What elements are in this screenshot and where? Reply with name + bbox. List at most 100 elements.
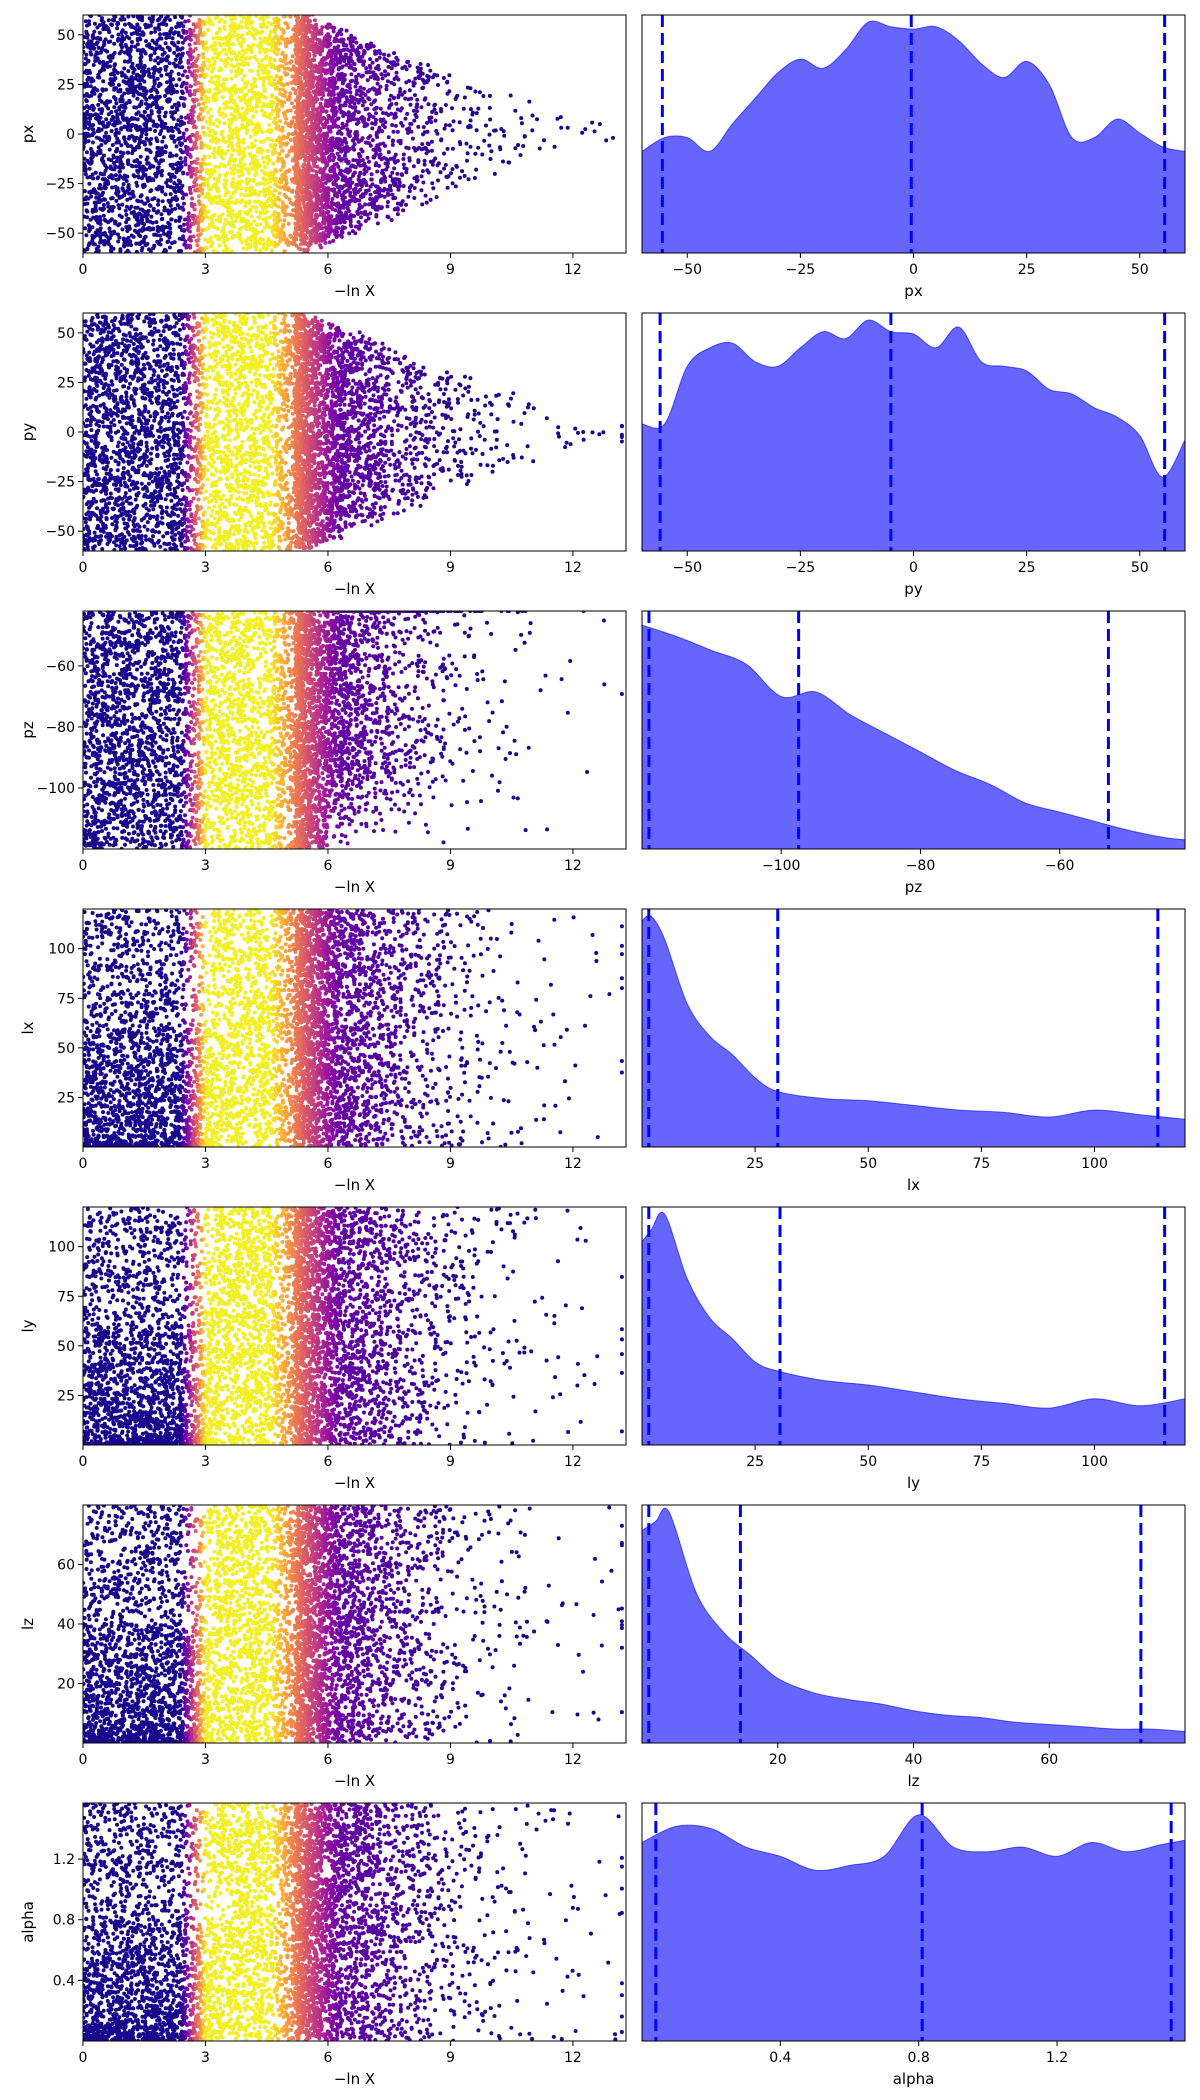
- x-tick-label: 6: [324, 262, 333, 278]
- trace-x-label: −ln X: [334, 1176, 375, 1194]
- row-lx: 0 3 6 9 12 −ln X 25 50 75 100 lx 25 50 75 100 lx: [19, 908, 1186, 1194]
- marginal-x-tick-label: 25: [746, 1454, 764, 1470]
- trace-panel-px: 0 3 6 9 12 −ln X −50 −25 0 25 50 px: [19, 14, 627, 300]
- x-tick-label: 0: [79, 858, 88, 874]
- row-lz: 0 3 6 9 12 −ln X 20 40 60 lz 20 40 60 lz: [19, 1504, 1186, 1790]
- y-tick-label: 25: [57, 375, 75, 391]
- trace-y-label: py: [19, 423, 37, 442]
- marginal-panel-lx: 25 50 75 100 lx: [641, 908, 1186, 1194]
- marginal-x-tick-label: −60: [1045, 858, 1075, 874]
- marginal-x-axis-pz: −100 −80 −60 pz: [762, 849, 1074, 896]
- trace-x-label: −ln X: [334, 1772, 375, 1790]
- y-tick-label: 50: [57, 326, 75, 342]
- marginal-x-tick-label: −50: [672, 262, 702, 278]
- y-tick-label: −25: [45, 177, 75, 193]
- x-tick-label: 3: [201, 1454, 210, 1470]
- marginal-panel-alpha: 0.4 0.8 1.2 alpha: [641, 1802, 1186, 2088]
- marginal-panel-px: −50 −25 0 25 50 px: [641, 14, 1186, 300]
- x-tick-label: 3: [201, 1156, 210, 1172]
- marginal-panel-py: −50 −25 0 25 50 py: [641, 312, 1186, 598]
- row-pz: 0 3 6 9 12 −ln X −100 −80 −60 pz −100 −80 −60 pz: [19, 610, 1186, 896]
- trace-y-axis-px: −50 −25 0 25 50 px: [19, 28, 83, 242]
- x-tick-label: 3: [201, 1752, 210, 1768]
- trace-frame-lx: [82, 908, 627, 1148]
- marginal-x-tick-label: 50: [859, 1454, 877, 1470]
- trace-frame-pz: [82, 610, 627, 850]
- marginal-x-label: pz: [905, 878, 923, 896]
- density-area-lx: [642, 914, 1185, 1147]
- x-tick-label: 0: [79, 1156, 88, 1172]
- marginal-x-tick-label: 25: [746, 1156, 764, 1172]
- x-tick-label: 3: [201, 2050, 210, 2066]
- y-tick-label: −60: [45, 659, 75, 675]
- marginal-x-tick-label: −25: [786, 262, 816, 278]
- x-tick-label: 12: [564, 2050, 582, 2066]
- marginal-x-tick-label: 100: [1081, 1454, 1108, 1470]
- y-tick-label: −50: [45, 524, 75, 540]
- trace-y-label: px: [19, 125, 37, 144]
- y-tick-label: −50: [45, 226, 75, 242]
- x-tick-label: 12: [564, 560, 582, 576]
- x-tick-label: 9: [446, 560, 455, 576]
- x-tick-label: 6: [324, 560, 333, 576]
- trace-y-axis-lz: 20 40 60 lz: [19, 1558, 83, 1693]
- marginal-x-tick-label: 50: [1131, 560, 1149, 576]
- marginal-x-tick-label: 50: [859, 1156, 877, 1172]
- trace-x-axis-pz: 0 3 6 9 12 −ln X: [79, 849, 582, 896]
- x-tick-label: 9: [446, 1752, 455, 1768]
- x-tick-label: 3: [201, 262, 210, 278]
- marginal-x-label: px: [904, 282, 923, 300]
- trace-x-axis-py: 0 3 6 9 12 −ln X: [79, 551, 582, 598]
- density-area-lz: [642, 1507, 1185, 1743]
- x-tick-label: 6: [324, 1156, 333, 1172]
- x-tick-label: 12: [564, 1454, 582, 1470]
- marginal-x-label: lx: [907, 1176, 920, 1194]
- trace-y-label: lz: [19, 1618, 37, 1630]
- row-px: 0 3 6 9 12 −ln X −50 −25 0 25 50 px −50 −25 0 25 50 px: [19, 14, 1186, 300]
- y-tick-label: 75: [57, 1289, 75, 1305]
- marginal-x-axis-px: −50 −25 0 25 50 px: [672, 253, 1149, 300]
- marginal-x-tick-label: 0: [909, 262, 918, 278]
- y-tick-label: 50: [57, 1041, 75, 1057]
- x-tick-label: 6: [324, 2050, 333, 2066]
- y-tick-label: 0: [66, 425, 75, 441]
- marginal-frame-lx: [641, 908, 1186, 1148]
- trace-y-label: lx: [19, 1021, 37, 1034]
- x-tick-label: 12: [564, 262, 582, 278]
- y-tick-label: −80: [45, 720, 75, 736]
- trace-y-axis-py: −50 −25 0 25 50 py: [19, 326, 83, 540]
- y-tick-label: 60: [57, 1558, 75, 1574]
- marginal-x-axis-ly: 25 50 75 100 ly: [746, 1445, 1108, 1492]
- scatter-points-px: [83, 15, 615, 253]
- marginal-x-tick-label: 75: [972, 1454, 990, 1470]
- y-tick-label: 50: [57, 28, 75, 44]
- x-tick-label: 12: [564, 1156, 582, 1172]
- y-tick-label: 1.2: [53, 1852, 75, 1868]
- marginal-x-axis-py: −50 −25 0 25 50 py: [672, 551, 1149, 598]
- scatter-points-alpha: [83, 1803, 624, 2041]
- trace-panel-pz: 0 3 6 9 12 −ln X −100 −80 −60 pz: [19, 610, 627, 896]
- y-tick-label: −100: [37, 781, 75, 797]
- x-tick-label: 9: [446, 1156, 455, 1172]
- marginal-x-tick-label: 100: [1081, 1156, 1108, 1172]
- trace-x-axis-lz: 0 3 6 9 12 −ln X: [79, 1743, 582, 1790]
- trace-y-label: ly: [19, 1319, 37, 1332]
- y-tick-label: 100: [48, 942, 75, 958]
- x-tick-label: 12: [564, 1752, 582, 1768]
- x-tick-label: 9: [446, 858, 455, 874]
- scatter-points-lx: [83, 909, 624, 1147]
- trace-panel-ly: 0 3 6 9 12 −ln X 25 50 75 100 ly: [19, 1206, 627, 1492]
- trace-y-axis-lx: 25 50 75 100 lx: [19, 942, 83, 1106]
- y-tick-label: 100: [48, 1240, 75, 1256]
- marginal-x-tick-label: 0: [909, 560, 918, 576]
- x-tick-label: 3: [201, 858, 210, 874]
- marginal-x-tick-label: 20: [769, 1752, 787, 1768]
- trace-y-axis-alpha: 0.4 0.8 1.2 alpha: [19, 1852, 83, 1989]
- trace-x-axis-lx: 0 3 6 9 12 −ln X: [79, 1147, 582, 1194]
- y-tick-label: 25: [57, 1090, 75, 1106]
- x-tick-label: 0: [79, 560, 88, 576]
- x-tick-label: 6: [324, 1454, 333, 1470]
- marginal-x-label: alpha: [893, 2070, 935, 2088]
- x-tick-label: 9: [446, 262, 455, 278]
- trace-y-axis-ly: 25 50 75 100 ly: [19, 1240, 83, 1404]
